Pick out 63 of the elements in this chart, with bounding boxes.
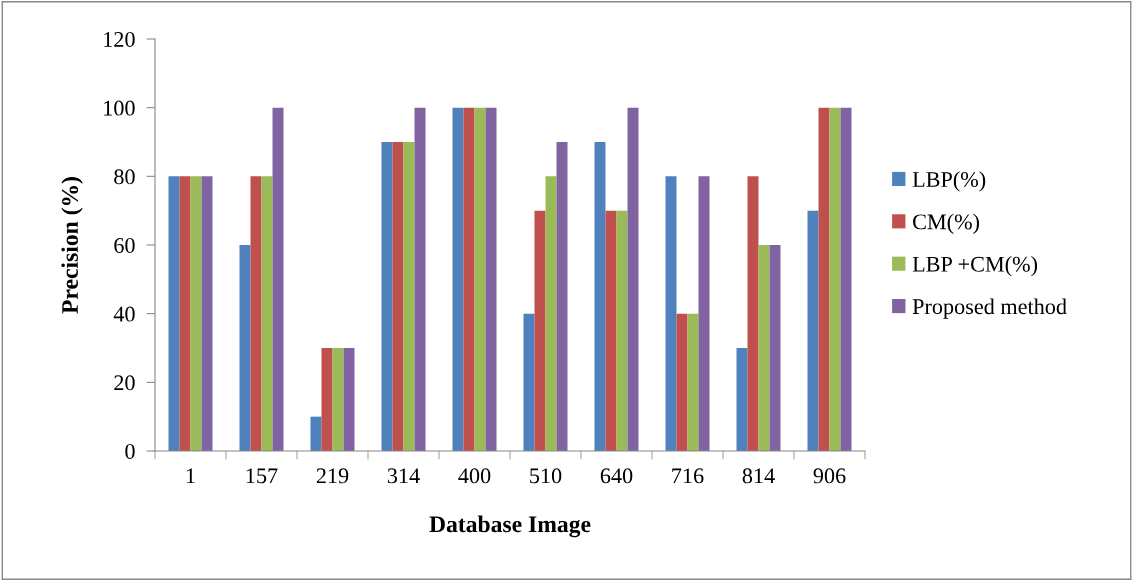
x-tick-label: 510 (530, 468, 562, 484)
bar (239, 245, 251, 451)
bar (463, 107, 475, 451)
bar (627, 107, 639, 451)
bar (190, 176, 202, 451)
x-axis-title: Database Image (429, 515, 591, 538)
bar (676, 313, 688, 451)
bar (698, 176, 710, 451)
legend-label: LBP +CM(%) (912, 256, 1038, 277)
y-tick-label: 40 (113, 306, 135, 322)
bar (807, 210, 819, 451)
bar (343, 348, 355, 451)
bar (332, 348, 344, 451)
bar (310, 416, 322, 451)
x-tick-label: 314 (387, 468, 420, 484)
y-tick-label: 60 (114, 237, 135, 253)
bar (179, 176, 191, 451)
x-tick-label: 640 (600, 468, 633, 484)
bar (769, 245, 781, 451)
bar (840, 107, 852, 451)
bar (474, 107, 486, 451)
bar (758, 245, 770, 451)
bar (261, 176, 273, 451)
legend-label: CM(%) (913, 213, 980, 234)
bar (736, 348, 748, 451)
bar (594, 142, 606, 451)
bar (829, 107, 841, 451)
x-tick-label: 157 (246, 468, 278, 484)
bar (818, 107, 830, 451)
bar (687, 313, 699, 451)
bar (545, 176, 557, 451)
x-tick-label: 716 (672, 468, 704, 484)
bar (605, 210, 617, 451)
bar (616, 210, 628, 451)
x-tick-label: 1 (186, 468, 195, 484)
bar (392, 142, 404, 451)
y-axis-title: Precision (%) (61, 177, 83, 314)
bar (523, 313, 535, 451)
bar (272, 107, 284, 451)
bar (381, 142, 393, 451)
bar (452, 107, 464, 451)
bar (403, 142, 415, 451)
x-tick-label: 400 (458, 468, 491, 484)
bar (414, 107, 426, 451)
bar (485, 107, 497, 451)
y-tick-label: 120 (104, 31, 135, 47)
y-tick-label: 80 (114, 169, 135, 185)
bar (321, 348, 333, 451)
x-tick-label: 219 (316, 468, 349, 484)
x-tick-label: 814 (742, 468, 775, 484)
bar (250, 176, 262, 451)
bar (556, 142, 568, 451)
bar (747, 176, 759, 451)
bar (665, 176, 677, 451)
legend-label: LBP(%) (912, 171, 986, 192)
bar (168, 176, 180, 451)
y-tick-label: 20 (114, 375, 135, 391)
bar (201, 176, 213, 451)
x-tick-label: 906 (813, 468, 846, 484)
bar (534, 210, 546, 451)
y-tick-label: 0 (125, 443, 135, 459)
legend-label: Proposed method (912, 298, 1067, 319)
y-tick-label: 100 (104, 100, 135, 116)
